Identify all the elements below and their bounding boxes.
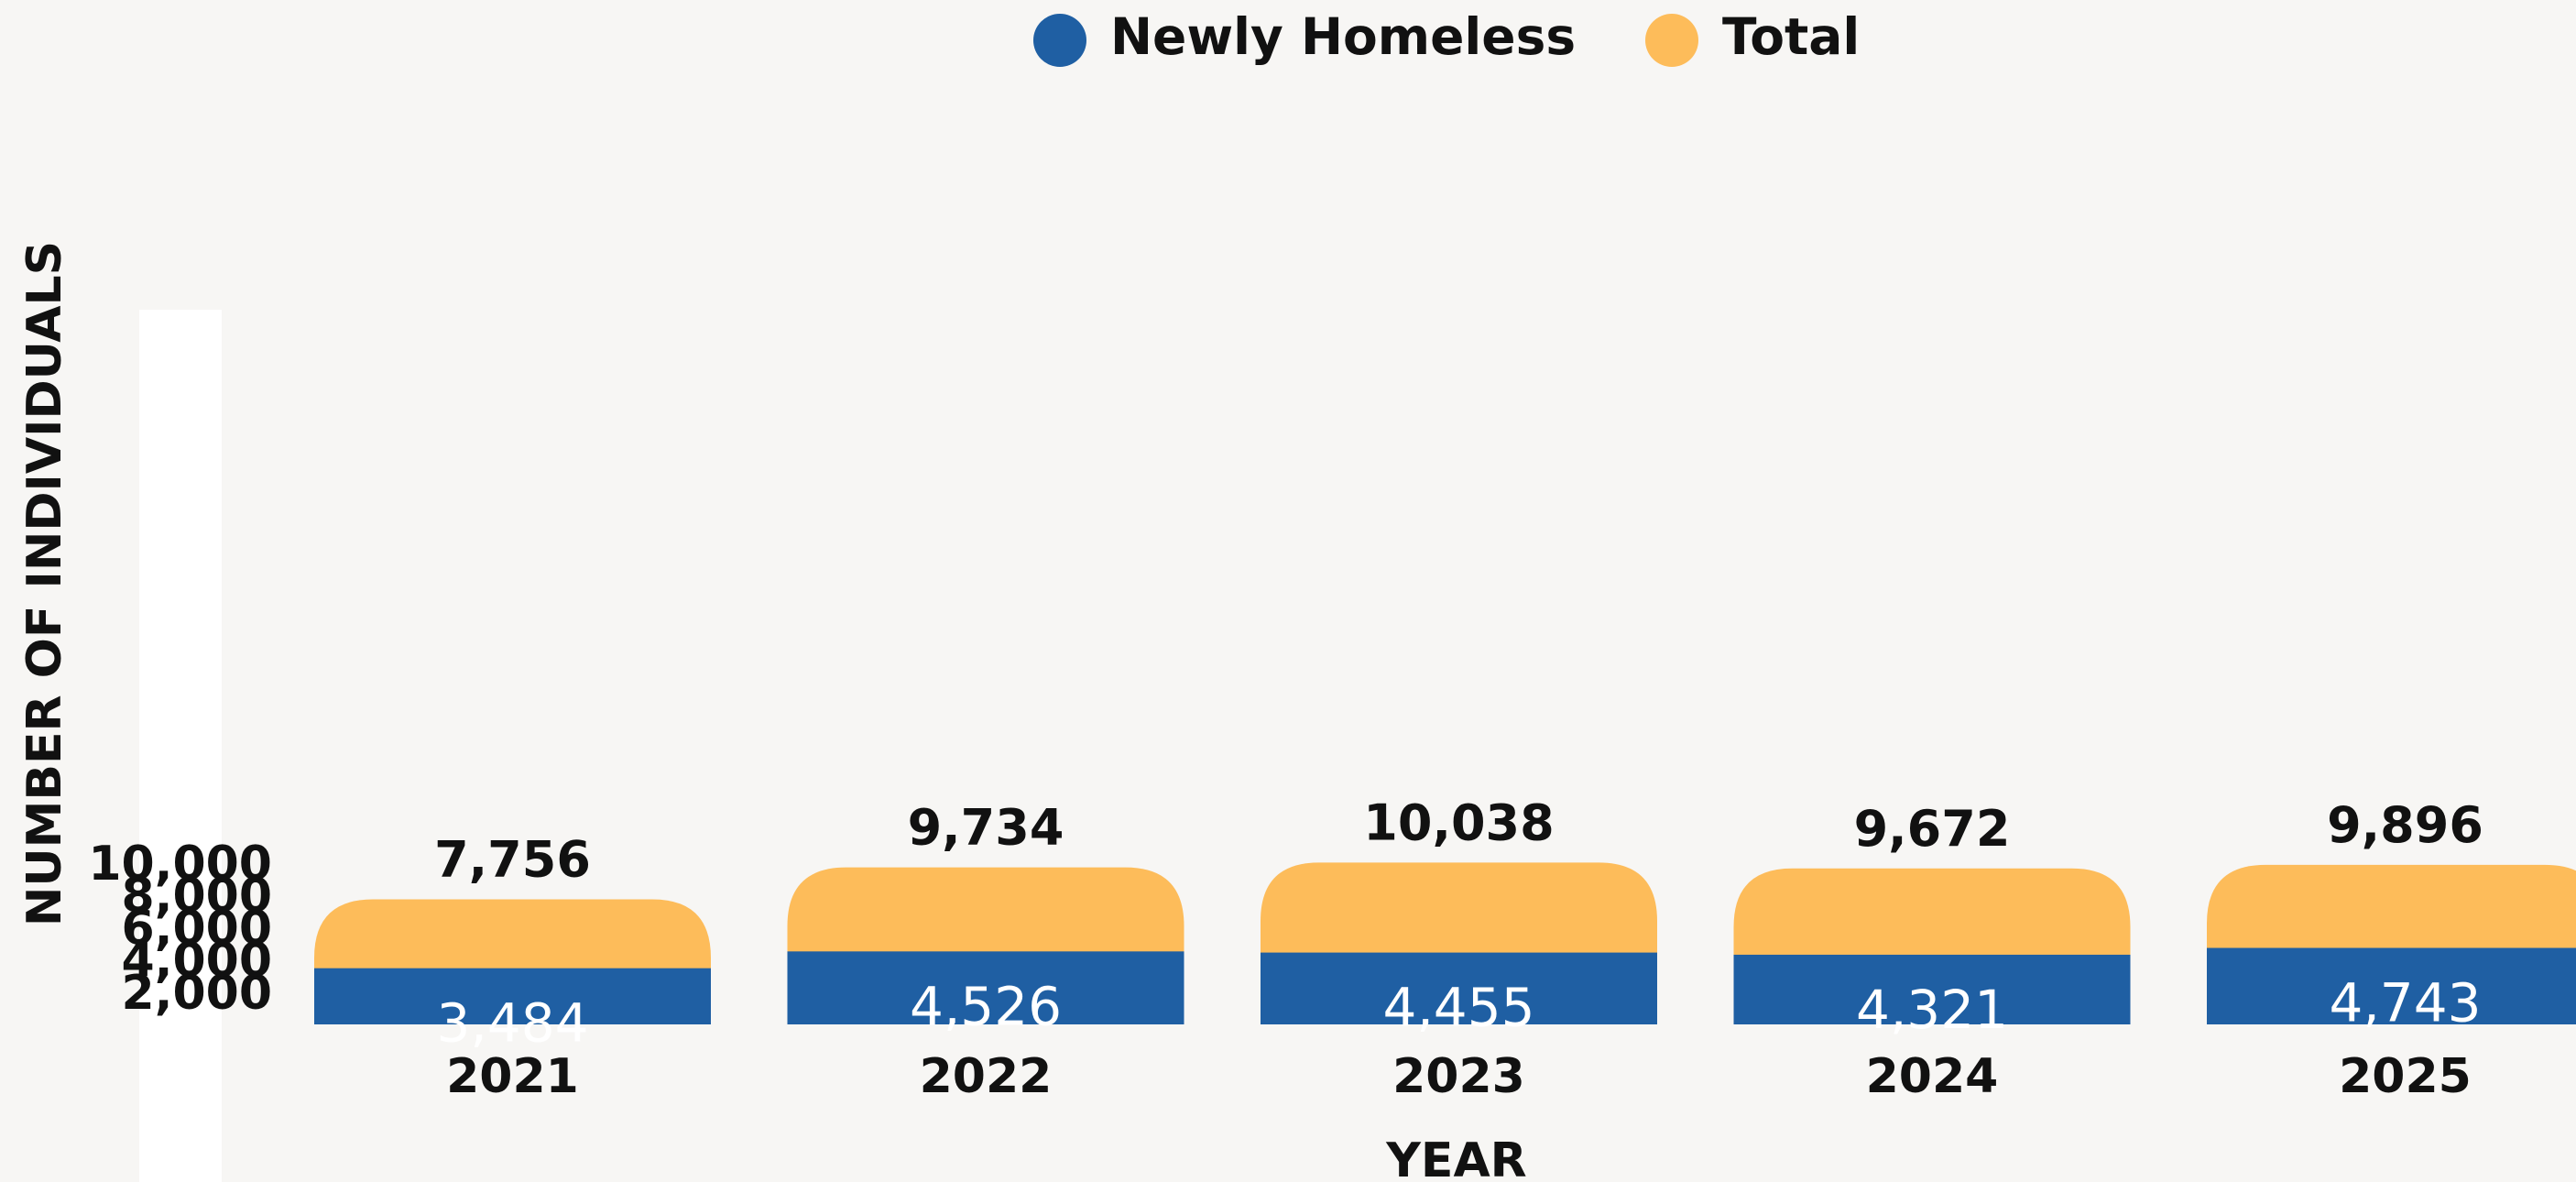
y-tick-label: 10,000 bbox=[88, 837, 272, 892]
y-tick-label: 2,000 bbox=[122, 966, 272, 1021]
data-label-newly-homeless-2024: 4,321 bbox=[1856, 979, 2008, 1041]
x-tick-label: 2025 bbox=[2339, 1049, 2472, 1104]
x-tick-label: 2021 bbox=[446, 1049, 579, 1104]
bar-newly-homeless-2024 bbox=[1733, 954, 2131, 1024]
data-label-newly-homeless-2022: 4,526 bbox=[910, 975, 1062, 1037]
legend-label-newly-homeless: Newly Homeless bbox=[1110, 7, 1576, 66]
x-tick-label: 2022 bbox=[920, 1049, 1053, 1104]
bars: 7,756 3,484 9,734 4,526 10,038 4,455 9,672 4,32… bbox=[314, 793, 2576, 1055]
data-label-total-2024: 9,672 bbox=[1854, 800, 2011, 858]
bar-newly-homeless-2021 bbox=[314, 968, 711, 1024]
x-tick-label: 2023 bbox=[1392, 1049, 1525, 1104]
y-tick-label: 6,000 bbox=[122, 901, 272, 956]
bar-newly-homeless-2023 bbox=[1261, 952, 1657, 1024]
y-tick-label: 8,000 bbox=[122, 869, 272, 924]
data-label-newly-homeless-2021: 3,484 bbox=[436, 992, 588, 1055]
legend-swatch-total bbox=[1645, 14, 1698, 67]
data-label-newly-homeless-2023: 4,455 bbox=[1382, 977, 1534, 1039]
axis-strip bbox=[139, 310, 222, 1182]
legend-label-total: Total bbox=[1722, 7, 1860, 66]
data-label-total-2022: 9,734 bbox=[908, 799, 1064, 857]
x-tick-label: 2024 bbox=[1866, 1049, 1999, 1104]
x-axis-title: YEAR bbox=[1385, 1133, 1526, 1182]
data-label-total-2023: 10,038 bbox=[1363, 793, 1554, 851]
legend: Newly Homeless Total bbox=[1033, 7, 1860, 67]
data-label-total-2025: 9,896 bbox=[2327, 796, 2483, 854]
data-label-total-2021: 7,756 bbox=[434, 830, 591, 888]
bar-newly-homeless-2022 bbox=[787, 951, 1184, 1024]
data-label-newly-homeless-2025: 4,743 bbox=[2329, 972, 2481, 1034]
y-tick-label: 4,000 bbox=[122, 934, 272, 989]
x-axis-ticks: 2021 2022 2023 2024 2025 bbox=[446, 1049, 2472, 1104]
legend-swatch-newly-homeless bbox=[1033, 14, 1086, 67]
y-axis-title: NUMBER OF INDIVIDUALS bbox=[17, 241, 72, 926]
bar-newly-homeless-2025 bbox=[2207, 947, 2576, 1024]
